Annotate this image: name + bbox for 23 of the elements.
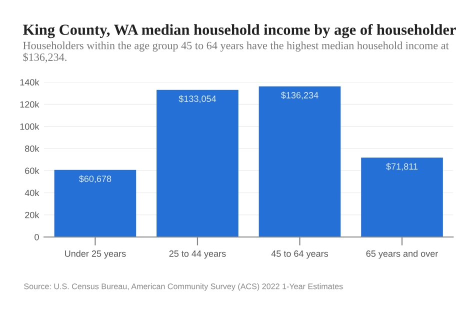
bar	[54, 170, 136, 237]
y-tick-label: 20k	[25, 212, 40, 218]
x-tick-label: 25 to 44 years	[169, 250, 226, 259]
y-tick-label: 40k	[24, 189, 40, 196]
data-label: $71,811	[386, 162, 418, 171]
data-label: $133,054	[178, 95, 216, 104]
x-tick-label: 45 to 64 years	[271, 250, 328, 259]
chart-title: King County, WA median household income by age of householder	[23, 24, 456, 38]
bar	[361, 158, 443, 237]
source-note: Source: U.S. Census Bureau, American Community Survey (ACS) 2022 1-Year Estimates	[24, 283, 343, 291]
y-tick-label: 0	[34, 234, 39, 240]
y-tick-label: 60k	[25, 167, 40, 174]
bar	[156, 90, 238, 237]
x-tick-label: 65 years and over	[366, 250, 438, 259]
y-tick-label: 100k	[20, 123, 40, 130]
y-tick-label: 120k	[20, 101, 40, 108]
y-tick-label: 80k	[25, 145, 40, 152]
data-label: $136,234	[281, 92, 318, 100]
bar	[258, 86, 341, 237]
x-tick-label: Under 25 years	[65, 250, 126, 259]
chart-subtitle: Householders within the age group 45 to 64 years have the highest median household income at $136,234.	[23, 41, 449, 63]
y-tick-label: 140k	[20, 78, 40, 86]
data-label: $60,678	[78, 175, 112, 184]
